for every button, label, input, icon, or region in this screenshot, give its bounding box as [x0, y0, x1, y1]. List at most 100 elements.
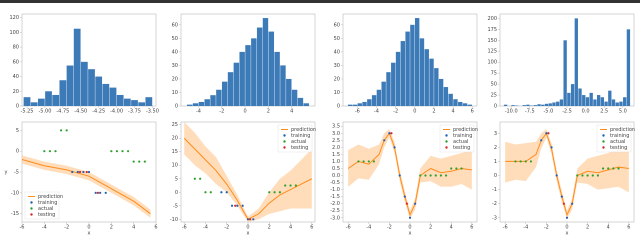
data-point: [414, 202, 417, 205]
histogram-bar: [541, 104, 545, 106]
plot-frame: [342, 13, 478, 107]
y-tick-label: 3.0: [332, 131, 340, 137]
y-tick-label: 200: [487, 16, 497, 22]
x-tick-label: 0.0: [582, 109, 590, 115]
data-point: [455, 167, 458, 170]
data-point: [94, 191, 97, 194]
x-tick-label: -4: [523, 225, 528, 231]
histogram-bar: [410, 24, 415, 106]
data-point: [85, 170, 88, 174]
y-tick-label: 10: [172, 163, 178, 169]
histogram-bar: [556, 101, 560, 106]
y-tick-label: -5: [14, 170, 19, 176]
histogram-bar: [95, 76, 103, 106]
histogram-bar: [145, 97, 153, 106]
data-point: [143, 160, 146, 163]
histogram-bar: [522, 105, 526, 106]
histogram-bar: [303, 103, 309, 106]
histogram-bar: [563, 40, 567, 106]
y-tick-label: 0: [494, 104, 497, 110]
data-point: [236, 204, 239, 207]
data-point: [547, 132, 550, 135]
y-tick-label: -2.5: [330, 208, 340, 214]
legend-label: prediction: [291, 127, 316, 133]
legend-label: testing: [610, 145, 627, 151]
y-axis-label: y: [5, 170, 8, 176]
x-tick-label: 6: [471, 109, 474, 115]
y-tick-label: 60: [172, 22, 178, 28]
data-point: [78, 170, 82, 174]
x-tick-label: 4: [450, 225, 453, 231]
y-tick-label: -1.5: [330, 194, 340, 200]
x-axis-label: x: [247, 231, 250, 237]
y-tick-label: 3.5: [332, 124, 340, 130]
y-tick-label: -1.0: [330, 187, 340, 193]
legend-label: testing: [38, 212, 55, 218]
histogram-bar: [626, 29, 631, 106]
y-tick-label: 0: [16, 104, 19, 110]
x-tick-label: 4: [290, 109, 293, 115]
y-tick-label: 40: [334, 49, 340, 55]
histogram-bar: [198, 101, 205, 106]
data-point: [524, 160, 527, 163]
y-tick-label: 40: [172, 49, 178, 55]
y-tick-label: 175: [487, 27, 497, 33]
histogram-bar: [88, 69, 95, 106]
histogram-bar: [52, 94, 60, 106]
histogram-bar: [537, 104, 541, 106]
legend-label: testing: [291, 145, 308, 151]
histogram-bar: [280, 65, 286, 106]
data-point: [357, 160, 360, 163]
y-tick-label: -1: [492, 187, 497, 193]
data-point: [48, 150, 52, 153]
histogram-bar: [251, 38, 257, 107]
y-tick-label: 0: [494, 173, 497, 179]
histogram-bar: [221, 81, 228, 106]
histogram-bar: [66, 65, 74, 106]
y-tick-label: -2.0: [330, 201, 340, 207]
y-tick-label: 120: [9, 15, 19, 21]
histogram-bar: [400, 41, 406, 106]
y-tick-label: 75: [491, 71, 497, 77]
y-tick-label: 0: [175, 104, 178, 110]
y-tick-label: 1.5: [332, 152, 340, 158]
histogram-bar: [80, 61, 88, 106]
histogram-bar: [526, 104, 530, 106]
histogram-bar: [567, 92, 571, 106]
histogram-bar: [286, 78, 292, 106]
x-axis-label: x: [409, 231, 412, 237]
y-tick-label: 150: [487, 38, 497, 44]
histogram-bar: [604, 101, 608, 106]
data-point: [398, 174, 401, 177]
data-point: [193, 177, 196, 180]
x-tick-label: 4: [451, 109, 454, 115]
histogram-bar: [615, 102, 619, 106]
x-tick-label: -2: [544, 225, 549, 231]
data-point: [230, 204, 234, 207]
x-tick-label: 2: [429, 225, 432, 231]
histogram-bar: [582, 95, 586, 106]
legend-label: prediction: [610, 127, 635, 133]
x-tick-label: 6: [310, 225, 313, 231]
data-point: [550, 146, 553, 149]
data-point: [591, 174, 594, 177]
y-tick-label: 1: [494, 159, 497, 165]
x-tick-label: -6: [182, 225, 187, 231]
histogram-bar: [109, 87, 117, 106]
x-tick-label: 4: [607, 225, 610, 231]
data-point: [76, 170, 79, 174]
data-point: [390, 132, 393, 135]
data-point: [241, 204, 244, 207]
x-tick-label: -4: [196, 109, 201, 115]
histogram-bar: [611, 99, 616, 106]
histogram-bar: [395, 51, 401, 106]
y-tick-label: 20: [172, 76, 178, 82]
x-tick-label: -6: [20, 225, 25, 231]
histogram-bar: [434, 68, 439, 106]
histogram-bar: [256, 27, 263, 106]
y-tick-label: -3: [492, 215, 497, 221]
histogram-bar: [45, 91, 52, 106]
legend-swatch: [283, 146, 286, 149]
data-point: [362, 160, 365, 163]
